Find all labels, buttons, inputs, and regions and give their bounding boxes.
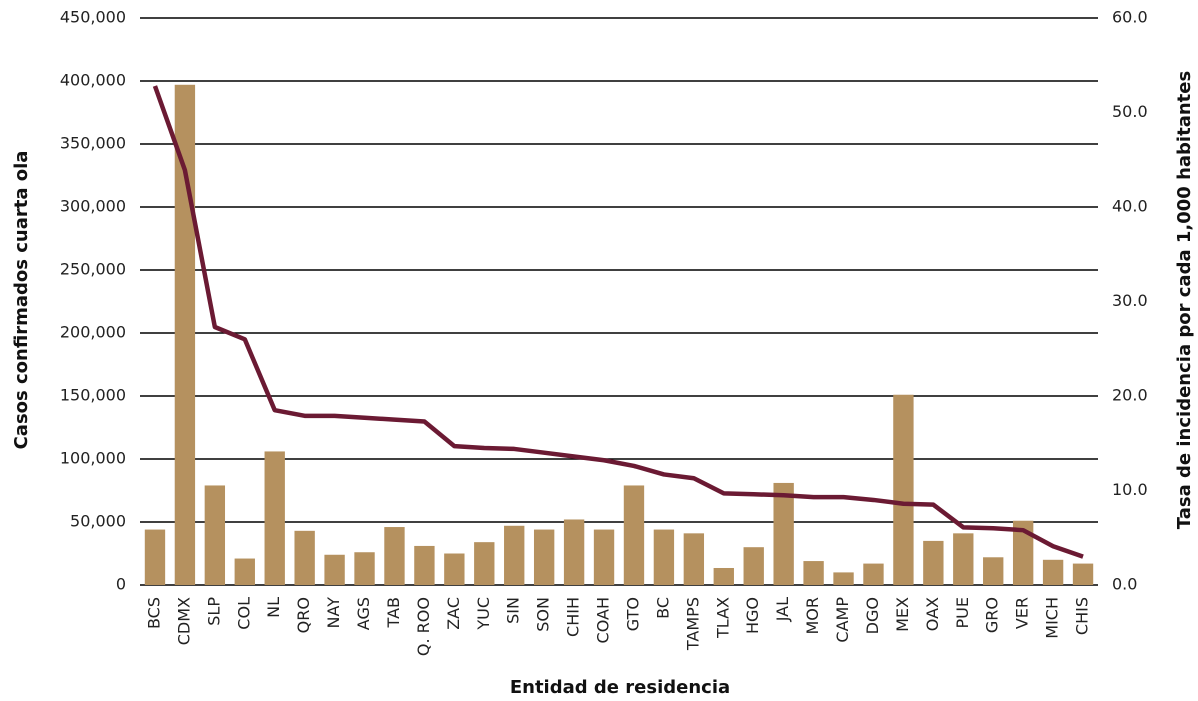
- x-tick-label: TAB: [384, 597, 403, 628]
- bar: [803, 561, 824, 585]
- bar: [174, 84, 196, 585]
- x-tick-label: ZAC: [444, 597, 463, 630]
- bar: [923, 540, 944, 585]
- bar: [683, 533, 705, 585]
- y2-tick-label: 30.0: [1112, 291, 1148, 310]
- bar: [743, 547, 764, 585]
- y2-tick-label: 40.0: [1112, 197, 1148, 216]
- y2-tick-label: 60.0: [1112, 8, 1148, 27]
- x-tick-label: YUC: [474, 597, 493, 631]
- y-tick-label: 100,000: [60, 449, 126, 468]
- line: [152, 85, 1084, 559]
- x-tick-label: BCS: [144, 597, 163, 629]
- x-tick-label: AGS: [354, 597, 373, 630]
- x-tick-label: CHIS: [1073, 597, 1092, 635]
- x-tick-label: JAL: [773, 597, 792, 622]
- bar: [1012, 520, 1034, 585]
- x-tick-label: CDMX: [174, 597, 193, 645]
- y-tick-label: 450,000: [60, 8, 126, 27]
- x-tick-label: NAY: [324, 597, 343, 629]
- x-tick-label: HGO: [743, 597, 762, 634]
- bar: [533, 529, 555, 585]
- x-tick-label: GRO: [983, 597, 1002, 633]
- y2-tick-label: 50.0: [1112, 102, 1148, 121]
- x-tick-label: SLP: [204, 597, 223, 626]
- x-tick-label: OAX: [923, 597, 942, 631]
- x-tick-label: DGO: [863, 597, 882, 634]
- bar: [593, 529, 615, 585]
- x-tick-label: GTO: [623, 597, 642, 631]
- x-tick-label: MEX: [893, 597, 912, 632]
- x-tick-label: MICH: [1043, 597, 1062, 639]
- x-tick-label: CHIH: [564, 597, 583, 637]
- y2-tick-label: 20.0: [1112, 386, 1148, 405]
- bar: [354, 552, 375, 585]
- bar: [444, 553, 465, 585]
- bar: [1072, 563, 1094, 585]
- y-tick-label: 50,000: [70, 512, 126, 531]
- bar: [713, 567, 734, 585]
- y-axis-title: Casos confirmados cuarta ola: [11, 151, 32, 450]
- x-tick-label: PUE: [953, 597, 972, 628]
- bar: [324, 554, 345, 585]
- x-axis-title: Entidad de residencia: [510, 677, 730, 698]
- x-tick-label: SIN: [504, 597, 523, 624]
- x-tick-label: COL: [234, 597, 253, 630]
- x-tick-label: TLAX: [713, 597, 732, 639]
- bar: [264, 451, 285, 585]
- bar: [653, 529, 675, 585]
- y-tick-label: 400,000: [60, 71, 126, 90]
- bar: [563, 519, 585, 585]
- y-tick-label: 350,000: [60, 134, 126, 153]
- bar: [294, 530, 315, 585]
- x-tick-label: MOR: [803, 597, 822, 635]
- x-tick-label: SON: [534, 597, 553, 632]
- y-tick-label: 200,000: [60, 323, 126, 342]
- bar: [623, 485, 645, 585]
- bar: [983, 557, 1004, 585]
- bar: [1042, 559, 1064, 585]
- y-tick-label: 250,000: [60, 260, 126, 279]
- y-tick-label: 0: [116, 575, 126, 594]
- y-tick-label: 300,000: [60, 197, 126, 216]
- bar: [773, 482, 794, 585]
- bar: [474, 542, 495, 585]
- y2-axis-title: Tasa de incidencia por cada 1,000 habita…: [1174, 71, 1195, 529]
- bar: [833, 572, 854, 585]
- bar: [893, 394, 914, 585]
- bar: [204, 485, 226, 585]
- bar: [953, 533, 974, 585]
- bar: [144, 529, 166, 585]
- x-tick-label: COAH: [594, 597, 613, 643]
- x-tick-label: BC: [653, 597, 672, 619]
- bar: [863, 563, 884, 585]
- y2-tick-label: 10.0: [1112, 480, 1148, 499]
- x-tick-label: CAMP: [833, 597, 852, 643]
- bar: [504, 525, 525, 585]
- x-tick-label: NL: [264, 597, 283, 618]
- y2-tick-label: 0.0: [1112, 575, 1137, 594]
- y-tick-label: 150,000: [60, 386, 126, 405]
- bar: [234, 558, 255, 585]
- x-tick-label: VER: [1013, 597, 1032, 629]
- bar: [414, 545, 435, 585]
- x-tick-label: Q. ROO: [414, 597, 433, 656]
- x-tick-label: TAMPS: [683, 597, 702, 651]
- bar: [384, 527, 405, 585]
- x-tick-label: QRO: [294, 597, 313, 633]
